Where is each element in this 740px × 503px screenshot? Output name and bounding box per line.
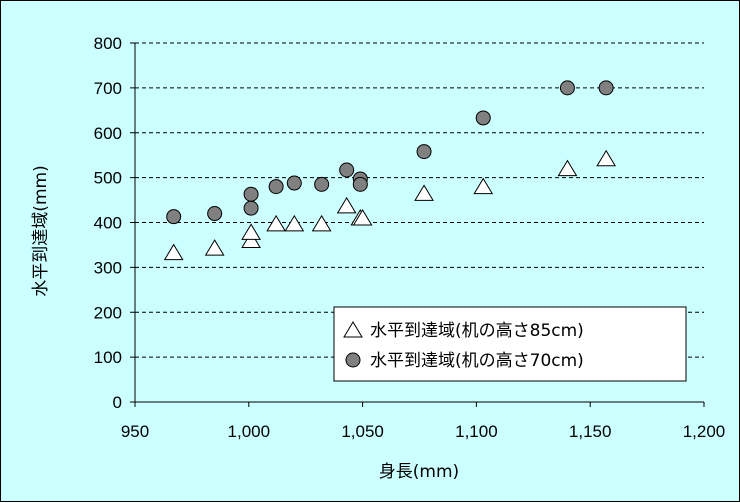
x-tick-label: 1,050 — [341, 422, 384, 441]
y-tick-label: 100 — [94, 348, 122, 367]
point-circle-70cm — [559, 80, 575, 96]
legend: 水平到達域(机の高さ85cm) 水平到達域(机の高さ70cm) — [333, 306, 687, 382]
grid-lines — [135, 42, 704, 358]
x-tick-label: 1,150 — [569, 422, 612, 441]
point-triangle-85cm — [336, 196, 357, 214]
legend-triangle-marker — [343, 321, 363, 338]
point-circle-70cm — [268, 179, 284, 195]
point-circle-70cm — [207, 206, 223, 222]
point-triangle-85cm — [163, 243, 184, 261]
y-axis-title: 水平到達域(mm) — [31, 165, 51, 296]
x-tick-label: 1,000 — [228, 422, 271, 441]
point-triangle-85cm — [284, 214, 305, 232]
y-tick-labels: 0 100 200 300 400 500 600 700 800 — [94, 34, 122, 412]
point-triangle-85cm — [414, 184, 434, 201]
y-tick-label: 600 — [94, 124, 122, 143]
point-triangle-85cm — [204, 239, 225, 256]
x-tick-label: 1,100 — [455, 422, 498, 441]
axes — [130, 42, 705, 407]
legend-box — [333, 306, 687, 382]
point-circle-70cm — [243, 200, 259, 216]
legend-label-70cm: 水平到達域(机の高さ70cm) — [370, 351, 584, 371]
point-circle-70cm — [314, 176, 330, 192]
point-triangle-85cm — [311, 214, 332, 232]
x-tick-label: 950 — [121, 422, 149, 441]
point-triangle-85cm — [241, 231, 261, 248]
point-circle-70cm — [339, 162, 355, 178]
point-circle-70cm — [243, 186, 259, 202]
y-tick-label: 300 — [94, 258, 122, 277]
legend-label-85cm: 水平到達域(机の高さ85cm) — [370, 321, 584, 341]
point-triangle-85cm — [241, 223, 261, 240]
point-circle-70cm — [352, 176, 368, 192]
y-tick-label: 800 — [94, 34, 122, 53]
point-triangle-85cm — [266, 214, 286, 232]
y-tick-label: 0 — [113, 393, 122, 412]
point-circle-70cm — [598, 80, 614, 96]
point-circle-70cm — [166, 209, 182, 225]
point-circle-70cm — [475, 110, 491, 126]
point-triangle-85cm — [352, 209, 373, 226]
x-axis-title: 身長(mm) — [379, 462, 459, 482]
y-tick-label: 500 — [94, 169, 122, 188]
x-tick-label: 1,200 — [683, 422, 726, 441]
y-tick-label: 200 — [94, 303, 122, 322]
point-circle-70cm — [416, 144, 432, 160]
point-triangle-85cm — [473, 177, 494, 195]
point-circle-70cm — [286, 175, 302, 191]
data-points — [163, 80, 617, 261]
point-triangle-85cm — [596, 149, 617, 167]
point-triangle-85cm — [557, 159, 578, 177]
legend-circle-marker — [345, 352, 361, 368]
y-tick-label: 400 — [94, 214, 122, 233]
y-tick-label: 700 — [94, 79, 122, 98]
x-tick-labels: 950 1,000 1,050 1,100 1,150 1,200 — [121, 422, 725, 441]
